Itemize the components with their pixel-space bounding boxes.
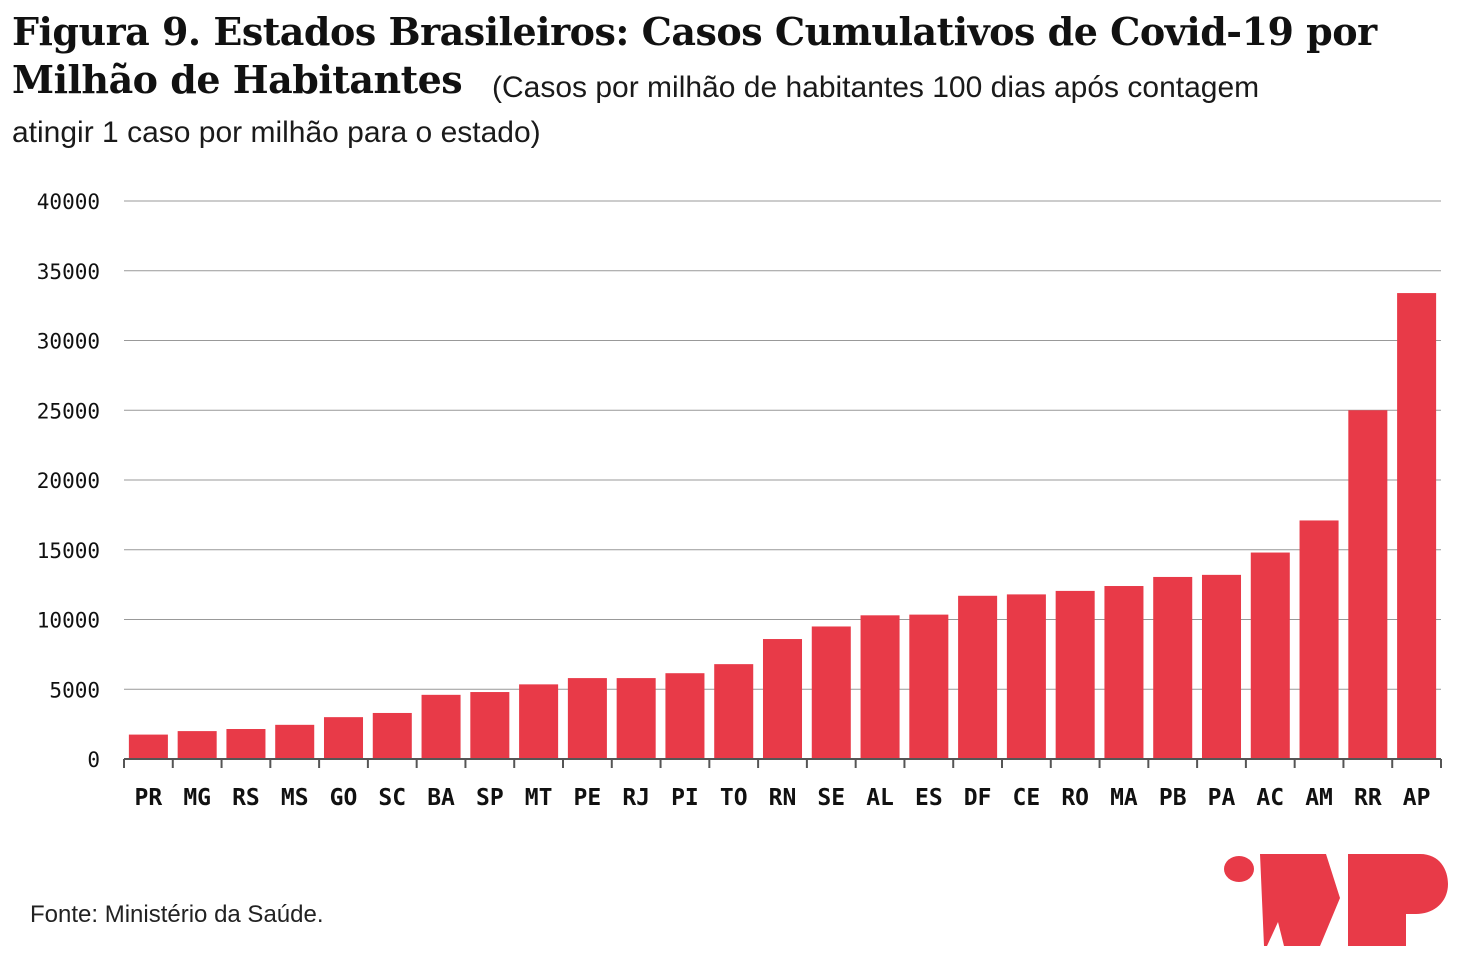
bar-chart: 0 5000 10000 15000 20000 25000 30000 35000 40000…: [37, 190, 1442, 811]
bar-rj: [616, 678, 656, 759]
y-tick-label: 25000: [37, 399, 100, 423]
x-tick-label: PI: [671, 785, 699, 811]
y-tick-label: 20000: [37, 469, 100, 493]
title-line-2: Milhão de Habitantes: [12, 57, 463, 102]
bar-pi: [665, 673, 705, 759]
bar-sc: [372, 712, 412, 759]
gridlines: [124, 200, 1441, 690]
bar-am: [1299, 520, 1339, 759]
y-tick-label: 35000: [37, 260, 100, 284]
x-tick-label: MG: [183, 785, 211, 811]
bar-pb: [1153, 576, 1193, 759]
bar-df: [958, 595, 998, 759]
y-tick-label: 10000: [37, 609, 100, 633]
y-tick-label: 15000: [37, 539, 100, 563]
x-tick-label: DF: [964, 785, 992, 811]
title-line-1: Figura 9. Estados Brasileiros: Casos Cum…: [12, 9, 1377, 54]
bars: [128, 293, 1437, 759]
x-tick-label: SC: [378, 785, 406, 811]
source-note: Fonte: Ministério da Saúde.: [30, 901, 324, 928]
bar-mg: [177, 731, 217, 759]
bar-rr: [1348, 410, 1388, 759]
x-tick-label: PE: [574, 785, 602, 811]
bar-to: [714, 664, 754, 759]
x-tick-label: AL: [866, 785, 894, 811]
bar-pa: [1201, 574, 1242, 759]
chart-subtitle-part-2: atingir 1 caso por milhão para o estado): [12, 116, 541, 149]
x-tick-label: TO: [720, 785, 748, 811]
y-tick-label: 0: [87, 748, 100, 772]
x-axis: [123, 758, 1442, 768]
bar-es: [909, 614, 949, 759]
bar-rs: [226, 729, 266, 759]
x-tick-label: PB: [1159, 785, 1187, 811]
x-tick-label: BA: [427, 785, 455, 811]
x-tick-label: MA: [1110, 785, 1138, 811]
bar-ro: [1055, 590, 1095, 759]
y-tick-label: 40000: [37, 190, 100, 214]
bar-pe: [567, 678, 607, 759]
bar-se: [811, 626, 851, 759]
bar-pr: [128, 734, 168, 759]
x-tick-label: GO: [330, 785, 358, 811]
bar-sp: [470, 692, 510, 759]
x-tick-label: CE: [1013, 785, 1041, 811]
chart-subtitle-part-1: (Casos por milhão de habitantes 100 dias…: [492, 71, 1260, 104]
x-tick-label: RS: [232, 785, 260, 811]
y-tick-label: 5000: [49, 678, 100, 702]
bar-go: [323, 717, 364, 759]
bar-ce: [1006, 594, 1046, 759]
x-axis-tick-labels: PR MG RS MS GO SC BA SP MT PE RJ PI TO RN SE AL ES DF CE RO…: [135, 785, 1431, 811]
x-tick-label: RR: [1354, 785, 1382, 811]
x-tick-label: AM: [1305, 785, 1333, 811]
bar-ms: [275, 724, 315, 759]
x-tick-label: PA: [1208, 785, 1236, 811]
bar-ac: [1250, 552, 1290, 759]
x-tick-label: MT: [525, 785, 553, 811]
x-tick-label: SP: [476, 785, 504, 811]
y-tick-label: 30000: [37, 330, 100, 354]
x-tick-label: PR: [135, 785, 163, 811]
x-tick-label: RO: [1061, 785, 1089, 811]
x-tick-label: AP: [1403, 785, 1431, 811]
bar-al: [860, 615, 900, 759]
x-tick-label: RN: [769, 785, 797, 811]
x-tick-label: MS: [281, 785, 309, 811]
y-axis-tick-labels: 0 5000 10000 15000 20000 25000 30000 35000 40000: [37, 190, 100, 772]
mp-logo-icon: [1224, 854, 1448, 946]
x-tick-label: AC: [1256, 785, 1284, 811]
x-tick-label: SE: [817, 785, 845, 811]
bar-ba: [421, 694, 461, 759]
bar-ap: [1397, 293, 1437, 759]
bar-rn: [762, 639, 803, 759]
x-tick-label: RJ: [622, 785, 650, 811]
x-tick-label: ES: [915, 785, 943, 811]
bar-mt: [519, 684, 559, 759]
bar-ma: [1104, 586, 1144, 759]
chart-title: Figura 9. Estados Brasileiros: Casos Cum…: [12, 8, 1452, 104]
